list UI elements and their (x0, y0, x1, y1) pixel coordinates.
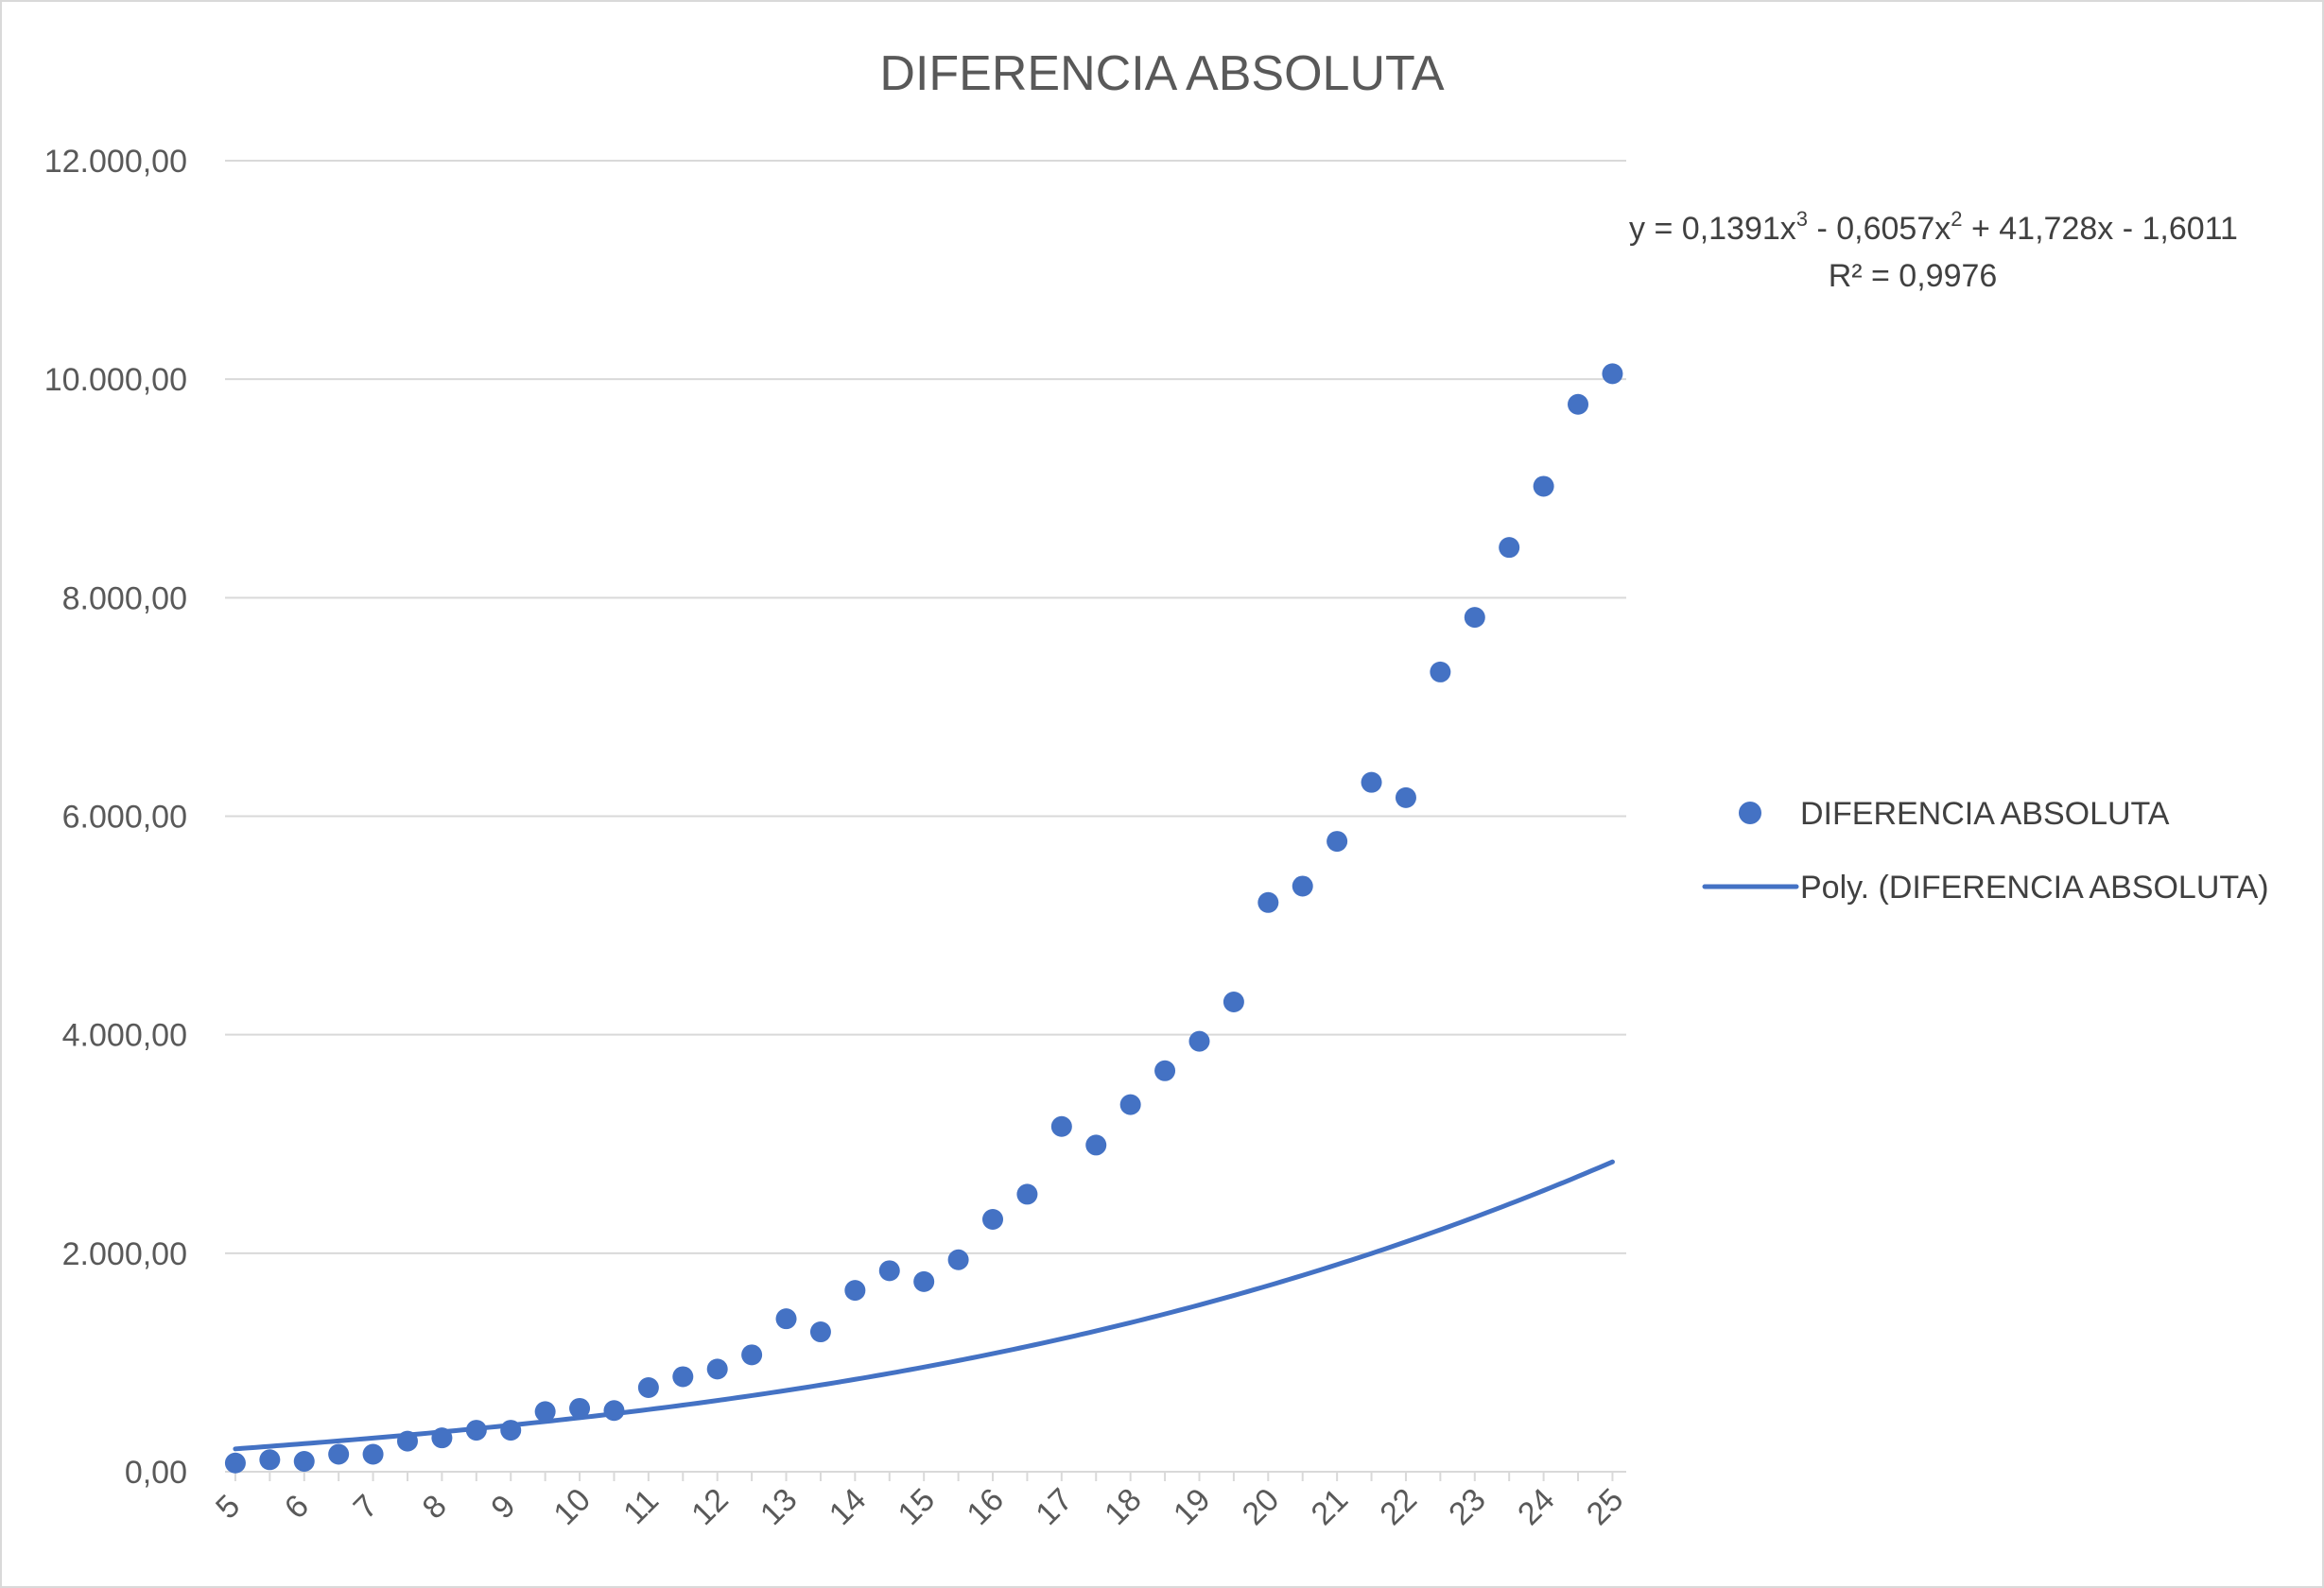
data-point (1430, 661, 1451, 682)
data-point (431, 1427, 453, 1449)
data-point (500, 1420, 522, 1441)
y-tick-label: 4.000,00 (62, 1018, 187, 1054)
data-point (603, 1400, 625, 1422)
y-tick-label: 6.000,00 (62, 800, 187, 836)
data-point (1395, 786, 1416, 808)
data-point (913, 1270, 935, 1292)
data-point (396, 1430, 418, 1452)
data-point (947, 1249, 969, 1270)
data-point (293, 1451, 315, 1473)
equation-part: + 41,728x - 1,6011 (1963, 211, 2238, 247)
data-point (328, 1443, 350, 1465)
equation-part: - 0,6057x (1808, 211, 1951, 247)
data-point (1085, 1134, 1107, 1156)
data-point (1568, 393, 1589, 415)
data-points (224, 363, 1623, 1474)
chart-title: DIFERENCIA ABSOLUTA (879, 46, 1445, 101)
data-point (844, 1280, 866, 1302)
data-point (1119, 1094, 1141, 1115)
y-tick-label: 8.000,00 (62, 580, 187, 616)
data-point (741, 1344, 763, 1366)
data-point (1223, 991, 1244, 1012)
y-tick-label: 2.000,00 (62, 1236, 187, 1272)
legend-label-series: DIFERENCIA ABSOLUTA (1800, 796, 2170, 832)
data-point (1154, 1060, 1176, 1081)
data-point (259, 1449, 281, 1471)
data-point (1050, 1115, 1072, 1137)
equation-part: y = 0,1391x (1629, 211, 1796, 247)
legend-label-trendline: Poly. (DIFERENCIA ABSOLUTA) (1800, 870, 2269, 906)
r-squared-label: R² = 0,9976 (1829, 258, 1998, 294)
legend-marker-series (1739, 802, 1761, 824)
trendline-equation: y = 0,1391x3 - 0,6057x2 + 41,728x - 1,60… (1629, 207, 2238, 247)
data-point (1327, 831, 1348, 853)
data-point (809, 1321, 831, 1343)
data-point (1361, 771, 1382, 793)
data-point (1188, 1030, 1210, 1052)
trendline-curve (233, 1159, 1615, 1452)
data-point (1292, 875, 1313, 897)
equation-exponent: 2 (1951, 207, 1962, 231)
data-point (465, 1420, 487, 1441)
data-point (569, 1397, 591, 1419)
data-point (1016, 1183, 1038, 1205)
data-point (982, 1209, 1004, 1231)
data-point (1257, 891, 1279, 913)
data-point (706, 1358, 728, 1380)
data-point (362, 1443, 384, 1465)
data-point (637, 1377, 659, 1399)
data-point (878, 1260, 900, 1282)
data-point (534, 1401, 556, 1423)
data-point (775, 1308, 797, 1330)
y-axis: 0,00 2.000,00 4.000,00 6.000,00 8.000,00 10.0… (44, 144, 187, 1491)
data-point (224, 1452, 246, 1474)
y-tick-label: 10.000,00 (44, 362, 187, 398)
data-point (672, 1366, 694, 1388)
data-point (1499, 537, 1520, 559)
y-tick-label: 12.000,00 (44, 144, 187, 180)
y-tick-label: 0,00 (125, 1455, 187, 1491)
data-point (1533, 475, 1554, 497)
equation-exponent: 3 (1796, 207, 1808, 231)
data-point (1464, 607, 1485, 629)
data-point (1602, 363, 1623, 385)
legend: DIFERENCIA ABSOLUTA Poly. (DIFERENCIA AB… (1702, 796, 2269, 906)
trendline-layer (233, 1159, 1615, 1452)
gridlines (225, 160, 1626, 1254)
